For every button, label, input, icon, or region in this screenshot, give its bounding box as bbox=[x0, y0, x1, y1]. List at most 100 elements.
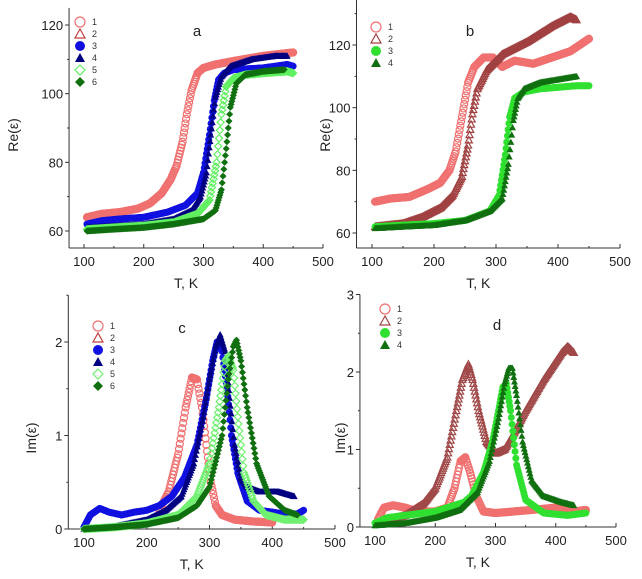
legend-label: 1 bbox=[92, 17, 97, 27]
legend-label: 3 bbox=[92, 41, 97, 51]
data-point bbox=[451, 406, 461, 415]
data-point bbox=[207, 183, 217, 192]
data-point bbox=[218, 373, 228, 383]
data-point bbox=[194, 384, 203, 393]
data-point bbox=[494, 418, 502, 426]
data-point bbox=[467, 109, 477, 118]
data-point bbox=[506, 145, 514, 153]
data-point bbox=[247, 429, 255, 437]
data-point bbox=[453, 138, 462, 148]
y-tick-label: 2 bbox=[347, 365, 354, 380]
data-point bbox=[458, 167, 468, 177]
y-tick-label: 60 bbox=[49, 224, 63, 239]
data-point bbox=[449, 418, 459, 427]
data-point bbox=[289, 62, 297, 70]
data-point bbox=[229, 425, 237, 433]
data-point bbox=[446, 431, 456, 440]
y-tick-label: 80 bbox=[336, 163, 350, 178]
data-point bbox=[182, 399, 191, 408]
legend-label: 1 bbox=[388, 22, 393, 32]
data-point bbox=[211, 162, 221, 171]
x-tick-label: 100 bbox=[73, 535, 95, 550]
data-point bbox=[492, 426, 500, 433]
data-point bbox=[513, 98, 521, 105]
data-point bbox=[514, 403, 522, 410]
data-point bbox=[245, 414, 253, 422]
data-point bbox=[498, 393, 506, 400]
data-point bbox=[231, 389, 240, 398]
data-point bbox=[209, 489, 218, 499]
data-point bbox=[227, 410, 235, 417]
legend-label: 2 bbox=[92, 29, 97, 39]
data-point bbox=[207, 443, 217, 453]
data-point bbox=[490, 438, 498, 445]
legend-label: 6 bbox=[92, 77, 97, 87]
data-point bbox=[195, 389, 204, 398]
x-tick-label: 400 bbox=[547, 254, 569, 269]
y-tick-label: 0 bbox=[347, 520, 354, 535]
data-point bbox=[280, 66, 288, 74]
data-point bbox=[219, 368, 228, 377]
data-point bbox=[474, 406, 484, 415]
data-point bbox=[452, 143, 461, 152]
legend-label: 4 bbox=[110, 357, 115, 367]
data-point bbox=[192, 447, 200, 454]
legend-label: 5 bbox=[110, 369, 115, 379]
data-point bbox=[478, 421, 488, 430]
data-point bbox=[462, 148, 472, 157]
data-point bbox=[234, 457, 242, 465]
data-point bbox=[499, 388, 507, 396]
data-point bbox=[206, 371, 214, 379]
data-point bbox=[220, 417, 228, 425]
data-point bbox=[447, 427, 457, 436]
data-point bbox=[503, 169, 511, 176]
legend-marker bbox=[369, 32, 383, 44]
data-point bbox=[217, 186, 225, 194]
data-point bbox=[290, 492, 298, 500]
y-axis-label: Re(ε) bbox=[5, 118, 21, 151]
data-point bbox=[250, 444, 258, 452]
data-point bbox=[450, 414, 460, 423]
x-tick-label: 400 bbox=[252, 254, 274, 269]
data-point bbox=[450, 410, 461, 419]
data-point bbox=[584, 34, 594, 43]
data-point bbox=[570, 501, 578, 509]
series-4 bbox=[371, 72, 581, 232]
data-point bbox=[214, 133, 224, 143]
data-point bbox=[510, 441, 518, 449]
y-axis-label: Re(ε) bbox=[317, 118, 333, 151]
data-point bbox=[475, 412, 485, 421]
data-point bbox=[193, 443, 201, 450]
data-point bbox=[248, 434, 256, 442]
y-tick-label: 60 bbox=[336, 226, 350, 241]
data-point bbox=[244, 409, 252, 417]
data-point bbox=[512, 454, 520, 462]
data-point bbox=[517, 426, 525, 433]
data-point bbox=[193, 379, 202, 389]
legend-label: 6 bbox=[110, 381, 115, 391]
legend-marker bbox=[73, 27, 87, 39]
legend: 1 2 3 4 bbox=[369, 21, 393, 68]
data-point bbox=[224, 131, 232, 139]
data-point bbox=[209, 170, 219, 180]
data-point bbox=[197, 426, 205, 433]
data-point bbox=[522, 452, 530, 459]
legend-marker bbox=[371, 46, 381, 56]
data-point bbox=[216, 117, 225, 127]
data-point bbox=[465, 130, 475, 139]
data-point bbox=[191, 455, 199, 463]
data-point bbox=[205, 195, 214, 205]
data-point bbox=[465, 367, 476, 376]
legend-label: 1 bbox=[110, 321, 115, 331]
data-point bbox=[231, 445, 239, 452]
data-point bbox=[198, 421, 206, 429]
data-point bbox=[194, 438, 202, 446]
data-point bbox=[225, 117, 233, 125]
data-point bbox=[217, 109, 226, 119]
data-point bbox=[500, 384, 508, 391]
data-point bbox=[200, 408, 208, 415]
legend-label: 1 bbox=[397, 304, 402, 314]
data-point bbox=[457, 171, 467, 180]
x-tick-label: 500 bbox=[324, 535, 346, 550]
data-point bbox=[463, 140, 473, 149]
